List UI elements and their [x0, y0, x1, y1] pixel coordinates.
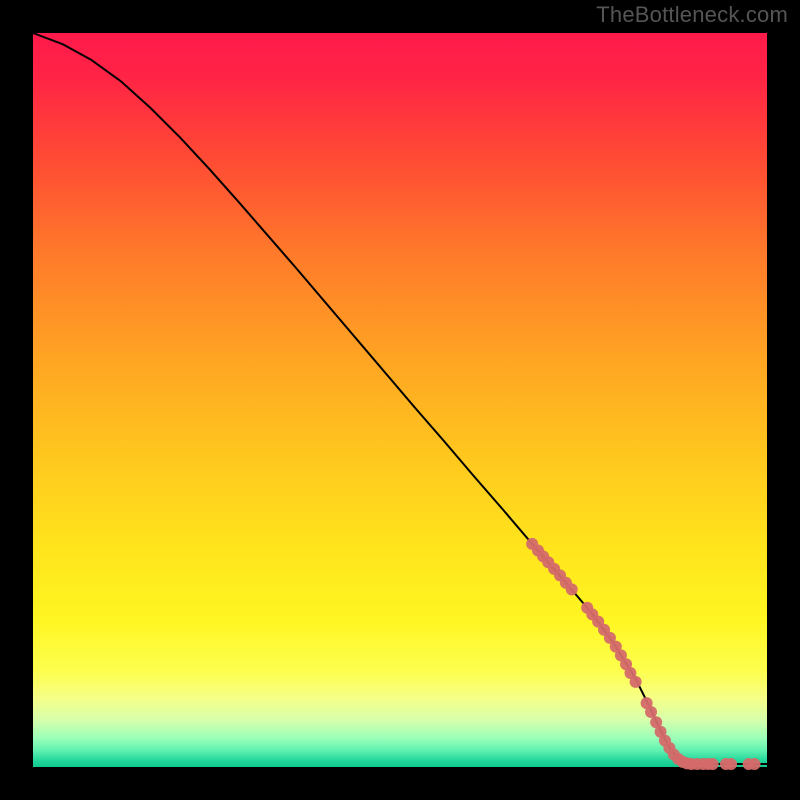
scatter-point [749, 758, 761, 770]
scatter-point [707, 758, 719, 770]
chart-svg [0, 0, 800, 800]
scatter-point [630, 676, 642, 688]
scatter-point [566, 583, 578, 595]
scatter-point [645, 706, 657, 718]
chart-stage: TheBottleneck.com [0, 0, 800, 800]
plot-background [33, 33, 767, 767]
scatter-point [725, 758, 737, 770]
watermark-text: TheBottleneck.com [596, 2, 788, 28]
